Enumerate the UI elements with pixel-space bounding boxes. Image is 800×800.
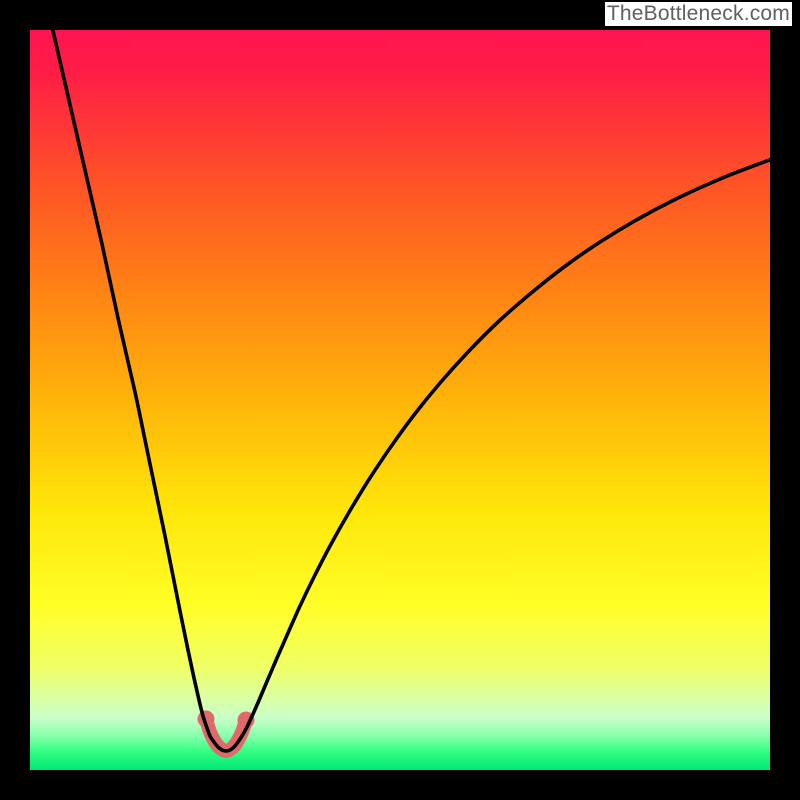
watermark-label: TheBottleneck.com <box>605 2 792 26</box>
bottleneck-curve <box>51 22 770 751</box>
curve-layer <box>0 0 800 800</box>
chart-root: TheBottleneck.com <box>0 0 800 800</box>
